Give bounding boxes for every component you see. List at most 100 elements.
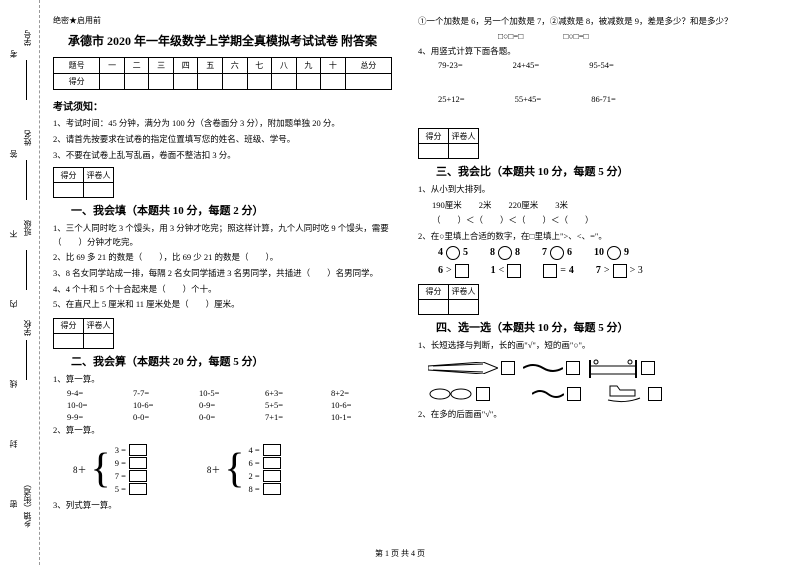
answer-box[interactable] [566, 361, 580, 375]
binding-field-name: 姓名 [22, 130, 33, 146]
binding-margin: 学号 考 姓名 答 班级 不 内 学校 线 封 乡镇（街道） 密 [0, 0, 40, 565]
wave2-item [532, 387, 581, 401]
prob3-boxes: □○□=□ □○□=□ [498, 31, 757, 41]
notice-item: 3、不要在试卷上乱写乱画，卷面不整洁扣 3 分。 [53, 149, 392, 162]
calc-row: 10-0=10-6=0-9=5+5=10-6= [67, 400, 392, 410]
vert-row-2: 25+12=55+45=86-71= [438, 94, 757, 104]
cell: 十 [321, 58, 346, 74]
cell[interactable] [272, 74, 297, 90]
circle-input[interactable] [446, 246, 460, 260]
box-input[interactable] [613, 264, 627, 278]
binding-field-class: 班级 [22, 220, 33, 236]
answer-box[interactable] [567, 387, 581, 401]
notice-item: 1、考试时间：45 分钟，满分为 100 分（含卷面分 3 分），附加题单独 2… [53, 117, 392, 130]
cell[interactable] [419, 144, 449, 159]
circle-input[interactable] [550, 246, 564, 260]
calc: 86-71= [591, 94, 616, 104]
cell: 四 [173, 58, 198, 74]
brace-item: 3 = [115, 444, 147, 456]
cell[interactable] [173, 74, 198, 90]
cell: 得分 [54, 168, 84, 183]
cell[interactable] [149, 74, 174, 90]
cell[interactable] [54, 333, 84, 348]
cell: 评卷人 [449, 129, 479, 144]
cell[interactable] [247, 74, 272, 90]
calc: 25+12= [438, 94, 465, 104]
image-row-1 [428, 356, 757, 380]
answer-box[interactable] [263, 457, 281, 469]
cell[interactable] [100, 74, 125, 90]
cell: 九 [296, 58, 321, 74]
calc: 95-54= [589, 60, 614, 70]
calc: 24+45= [513, 60, 540, 70]
binding-field-id: 学号 [22, 30, 33, 46]
brace-group-1: 8＋ { 3 = 9 = 7 = 5 = [73, 444, 147, 495]
cell[interactable] [84, 333, 114, 348]
cell[interactable] [198, 74, 223, 90]
answer-box[interactable] [263, 483, 281, 495]
box-input[interactable] [507, 264, 521, 278]
cell: 评卷人 [449, 284, 479, 299]
cell[interactable] [84, 183, 114, 198]
cell[interactable] [222, 74, 247, 90]
cell[interactable] [54, 183, 84, 198]
q2-1: 1、算一算。 [53, 373, 392, 387]
notice-item: 2、请首先按要求在试卷的指定位置填写您的姓名、班级、学号。 [53, 133, 392, 146]
cell: 一 [100, 58, 125, 74]
cell[interactable] [419, 299, 449, 314]
skate-item [605, 384, 662, 404]
cell[interactable] [449, 299, 479, 314]
calc: 9-9= [67, 412, 115, 422]
answer-box[interactable] [263, 444, 281, 456]
score-table: 题号 一 二 三 四 五 六 七 八 九 十 总分 得分 [53, 57, 392, 90]
cell[interactable] [321, 74, 346, 90]
section-2-header: 得分评卷人 二、我会算（本题共 20 分，每题 5 分） [53, 318, 392, 369]
wave-item [523, 361, 580, 375]
calc: 9-4= [67, 388, 115, 398]
cell: 评卷人 [84, 168, 114, 183]
cell: 得分 [54, 74, 100, 90]
brace-item: 2 = [249, 470, 281, 482]
calc: 8+2= [331, 388, 379, 398]
answer-box[interactable] [129, 470, 147, 482]
cell[interactable] [296, 74, 321, 90]
box-input[interactable] [455, 264, 469, 278]
brace-group-2: 8＋ { 4 = 6 = 2 = 8 = [207, 444, 281, 495]
q1-4: 4、4 个十和 5 个十合起来是（ ）个十。 [53, 283, 392, 297]
calc: 10-1= [331, 412, 379, 422]
brace-icon: { [224, 453, 244, 487]
answer-box[interactable] [501, 361, 515, 375]
answer-box[interactable] [648, 387, 662, 401]
compare-cell: 109 [594, 246, 629, 260]
cell[interactable] [345, 74, 391, 90]
q1-2: 2、比 69 多 21 的数是（ ），比 69 少 21 的数是（ ）。 [53, 251, 392, 265]
brace-item: 8 = [249, 483, 281, 495]
cell: 得分 [419, 284, 449, 299]
answer-box[interactable] [129, 457, 147, 469]
q3-1-line: （ ）＜（ ）＜（ ）＜（ ） [432, 214, 757, 228]
box-input[interactable] [543, 264, 557, 278]
compare-cell: 6> [438, 264, 469, 278]
cell[interactable] [449, 144, 479, 159]
answer-box[interactable] [263, 470, 281, 482]
cell: 八 [272, 58, 297, 74]
cell: 总分 [345, 58, 391, 74]
circle-input[interactable] [607, 246, 621, 260]
binding-line [26, 160, 27, 200]
answer-box[interactable] [476, 387, 490, 401]
wave-icon [532, 388, 564, 400]
compare-row-2: 6> 1< =4 7>> 3 [438, 264, 757, 278]
binding-side-1: 考 [8, 50, 19, 58]
calc: 0-0= [199, 412, 247, 422]
answer-box[interactable] [641, 361, 655, 375]
circle-input[interactable] [498, 246, 512, 260]
answer-box[interactable] [129, 483, 147, 495]
section-1-header: 得分评卷人 一、我会填（本题共 10 分，每题 2 分） [53, 167, 392, 218]
compare-row-1: 45 88 76 109 [438, 246, 757, 260]
glasses-item [428, 387, 490, 401]
cell[interactable] [124, 74, 149, 90]
answer-box[interactable] [129, 444, 147, 456]
section-4-title: 四、选一选（本题共 10 分，每题 5 分） [436, 319, 629, 335]
classified-label: 绝密★启用前 [53, 15, 392, 26]
calc: 7-7= [133, 388, 181, 398]
